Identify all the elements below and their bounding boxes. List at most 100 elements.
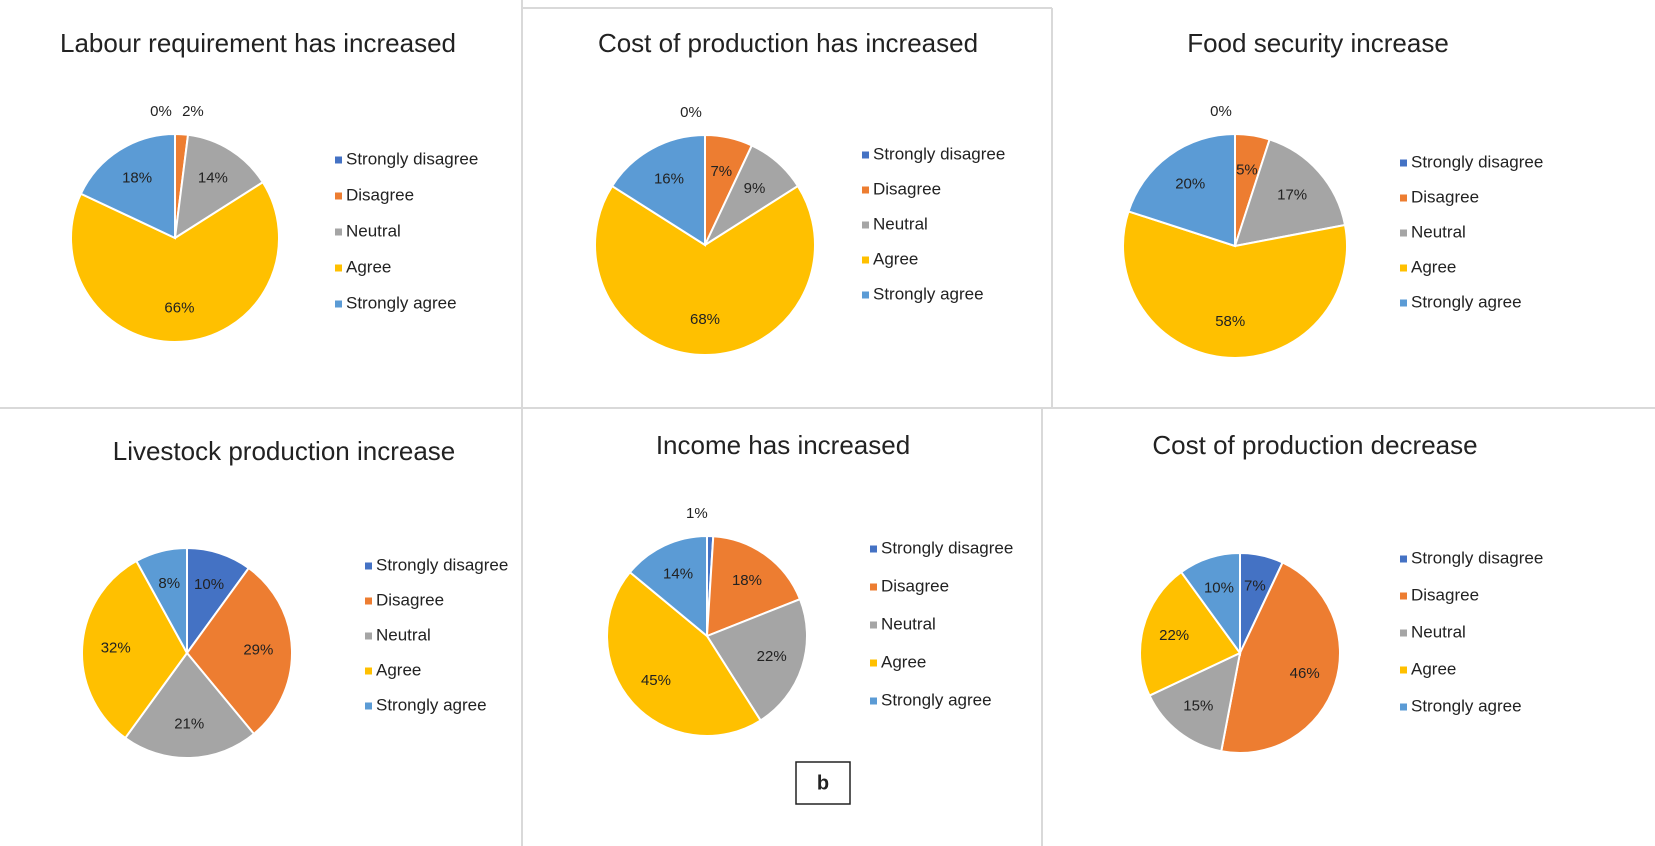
pie-slice [79,132,176,240]
legend-swatch [870,545,877,553]
legend-label: Neutral [346,221,401,240]
pie-slice [1179,551,1241,657]
data-label: 10% [194,576,224,593]
legend-swatch [1400,629,1407,637]
legend-label: Agree [873,249,918,268]
legend-swatch [365,597,372,605]
legend-swatch [862,291,869,299]
legend-label: Strongly disagree [881,538,1013,557]
legend-label: Agree [346,257,391,276]
legend-swatch [862,186,869,194]
legend-swatch [1400,159,1407,167]
pie-slice [1148,651,1242,753]
legend-label: Strongly agree [873,284,984,303]
legend-swatch [335,264,342,272]
legend-label: Neutral [1411,622,1466,641]
legend-swatch [1400,592,1407,600]
pie-slice [1139,570,1242,697]
data-label: 1% [686,505,708,522]
data-label: 21% [174,715,204,732]
legend-label: Agree [1411,659,1456,678]
data-label: 5% [1236,162,1258,179]
chart-title: Cost of production decrease [1152,430,1477,460]
pie-slice [628,534,708,639]
legend-swatch [1400,299,1407,307]
legend-label: Strongly agree [346,293,457,312]
legend-swatch [335,228,342,236]
data-label: 7% [1244,578,1266,595]
legend-swatch [335,192,342,200]
legend-swatch [335,300,342,308]
legend-swatch [365,632,372,640]
data-label: 18% [122,169,152,186]
data-label: 46% [1290,665,1320,682]
legend-label: Disagree [346,185,414,204]
legend-label: Disagree [873,179,941,198]
data-label: 14% [198,169,228,186]
legend-label: Agree [1411,257,1456,276]
chart-title: Income has increased [656,430,910,460]
data-label: 8% [158,575,180,592]
legend-swatch [870,621,877,629]
legend-swatch [1400,703,1407,711]
legend-swatch [1400,555,1407,563]
legend-swatch [1400,194,1407,202]
legend-label: Disagree [1411,187,1479,206]
pie-slice [1127,132,1236,248]
data-label: 32% [101,639,131,656]
legend-swatch [870,659,877,667]
pie-slice [123,651,256,759]
legend-swatch [870,583,877,591]
chart-title: Food security increase [1187,28,1449,58]
pie-slice [173,133,265,240]
legend-swatch [1400,666,1407,674]
data-label: 0% [1210,103,1232,120]
legend-label: Strongly agree [1411,292,1522,311]
pie-slice [606,570,762,737]
legend-label: Strongly agree [376,695,487,714]
legend-label: Strongly disagree [1411,152,1543,171]
legend-swatch [365,702,372,710]
data-label: 22% [1159,627,1189,644]
legend-swatch [862,256,869,264]
legend-label: Strongly disagree [376,555,508,574]
legend-label: Neutral [1411,222,1466,241]
data-label: 66% [164,300,194,317]
data-label: 16% [654,170,684,187]
legend-swatch [870,697,877,705]
chart-title: Cost of production has increased [598,28,978,58]
data-label: 0% [680,104,702,121]
data-label: 9% [744,180,766,197]
legend-label: Strongly agree [1411,696,1522,715]
data-label: 10% [1204,579,1234,596]
legend-label: Agree [376,660,421,679]
data-label: 29% [243,642,273,659]
pie-slice [1122,210,1348,359]
legend-swatch [365,667,372,675]
data-label: 2% [182,103,204,120]
pie-slice [705,535,802,638]
panel-label-box [795,761,851,805]
chart-title: Livestock production increase [113,436,456,466]
data-label: 7% [710,163,732,180]
pie-slice [1233,138,1347,248]
data-label: 45% [641,672,671,689]
legend-label: Disagree [881,576,949,595]
chart-title: Labour requirement has increased [60,28,456,58]
pie-slice [70,180,280,343]
data-label: 20% [1175,175,1205,192]
legend-label: Neutral [873,214,928,233]
legend-label: Strongly disagree [1411,548,1543,567]
pie-slice [705,597,808,722]
legend-label: Agree [881,652,926,671]
data-label: 0% [150,103,172,120]
legend-swatch [862,151,869,159]
pie-slice [81,559,189,740]
legend-label: Disagree [1411,585,1479,604]
legend-swatch [365,562,372,570]
pie-slice [185,566,293,736]
data-label: 17% [1277,187,1307,204]
legend-label: Disagree [376,590,444,609]
